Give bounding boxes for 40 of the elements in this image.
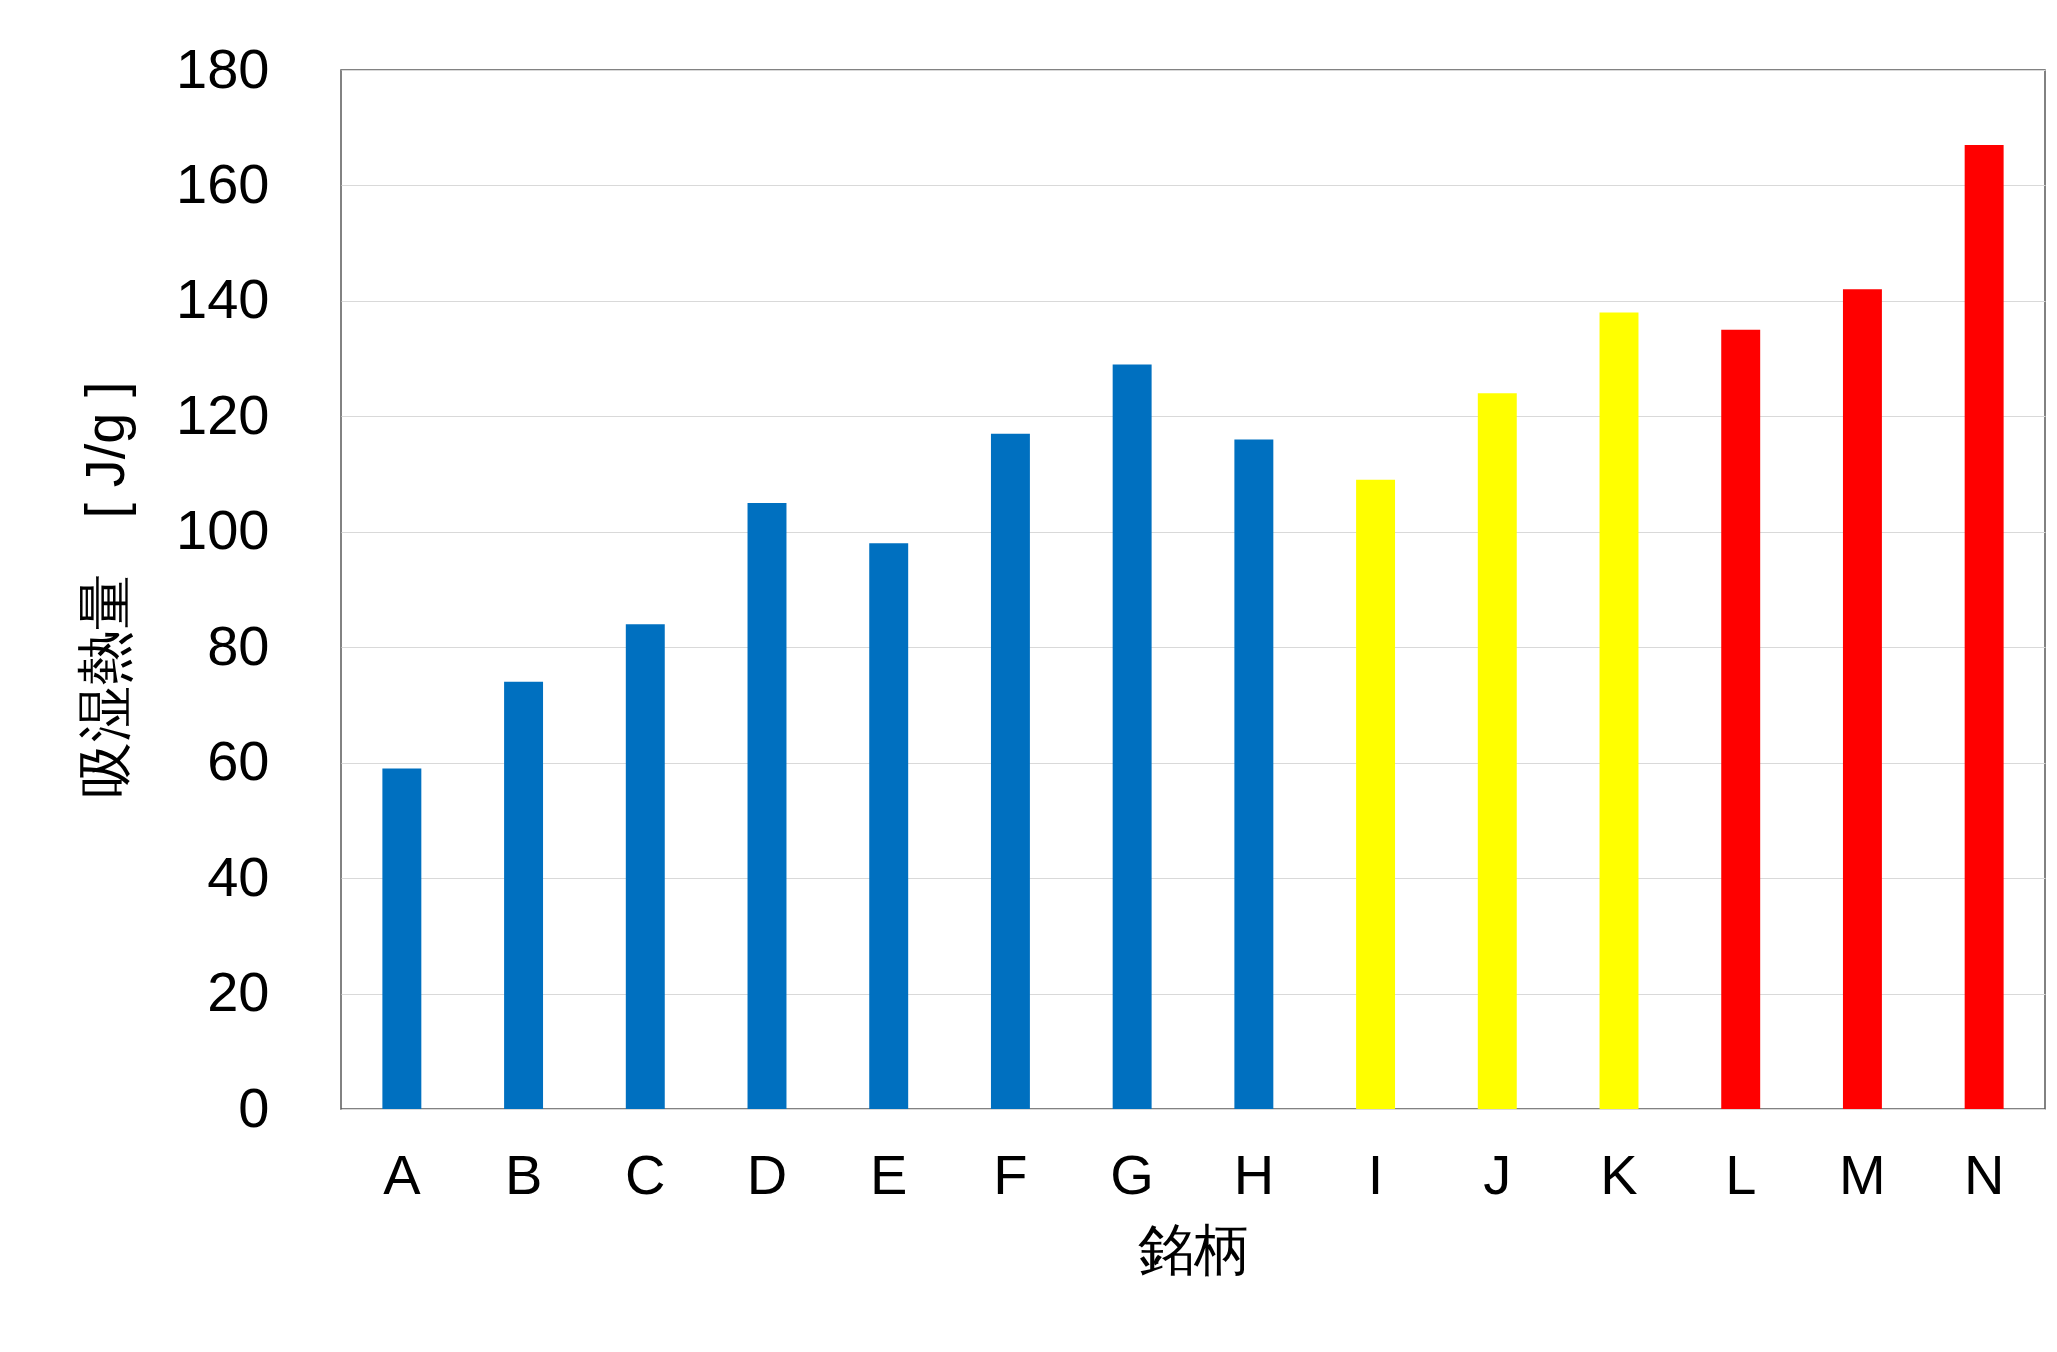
x-tick-label: B bbox=[504, 1142, 543, 1206]
y-tick-label: 80 bbox=[207, 613, 270, 677]
x-tick-label: G bbox=[1110, 1142, 1154, 1206]
x-tick-label: A bbox=[383, 1142, 422, 1206]
y-axis-title: 吸湿熱量 [ J/g ] bbox=[73, 381, 137, 799]
y-tick-label: 160 bbox=[176, 151, 270, 215]
y-tick-label: 20 bbox=[207, 960, 270, 1024]
y-tick-label: 140 bbox=[176, 267, 270, 331]
bar bbox=[1234, 439, 1274, 1109]
y-tick-label: 0 bbox=[238, 1075, 270, 1139]
x-tick-label: I bbox=[1367, 1142, 1384, 1206]
bar bbox=[1842, 289, 1882, 1109]
bar bbox=[990, 433, 1030, 1109]
y-tick-label: 40 bbox=[207, 844, 270, 908]
y-tick-label: 100 bbox=[176, 498, 270, 562]
x-tick-label: M bbox=[1839, 1142, 1886, 1206]
bar bbox=[1356, 479, 1396, 1109]
x-tick-label: F bbox=[993, 1142, 1028, 1206]
x-tick-label: K bbox=[1600, 1142, 1638, 1206]
bar bbox=[747, 502, 787, 1109]
bar bbox=[869, 543, 909, 1109]
y-tick-label: 180 bbox=[176, 36, 270, 100]
bar bbox=[1112, 364, 1152, 1109]
x-tick-label: L bbox=[1725, 1142, 1757, 1206]
bar bbox=[1599, 312, 1639, 1109]
bar bbox=[504, 681, 544, 1109]
x-tick-label: C bbox=[625, 1142, 666, 1206]
x-axis-title: 銘柄 bbox=[1137, 1217, 1250, 1281]
y-tick-label: 60 bbox=[207, 729, 270, 793]
x-tick-label: D bbox=[746, 1142, 788, 1206]
x-tick-label: N bbox=[1963, 1142, 2005, 1206]
bar bbox=[1721, 329, 1761, 1109]
x-tick-label: J bbox=[1483, 1142, 1512, 1206]
bar bbox=[382, 768, 422, 1109]
bar bbox=[1964, 145, 2004, 1109]
x-tick-label: E bbox=[870, 1142, 908, 1206]
bar bbox=[1477, 393, 1517, 1109]
bar bbox=[625, 624, 665, 1109]
x-tick-label: H bbox=[1233, 1142, 1275, 1206]
y-tick-label: 120 bbox=[176, 382, 270, 446]
